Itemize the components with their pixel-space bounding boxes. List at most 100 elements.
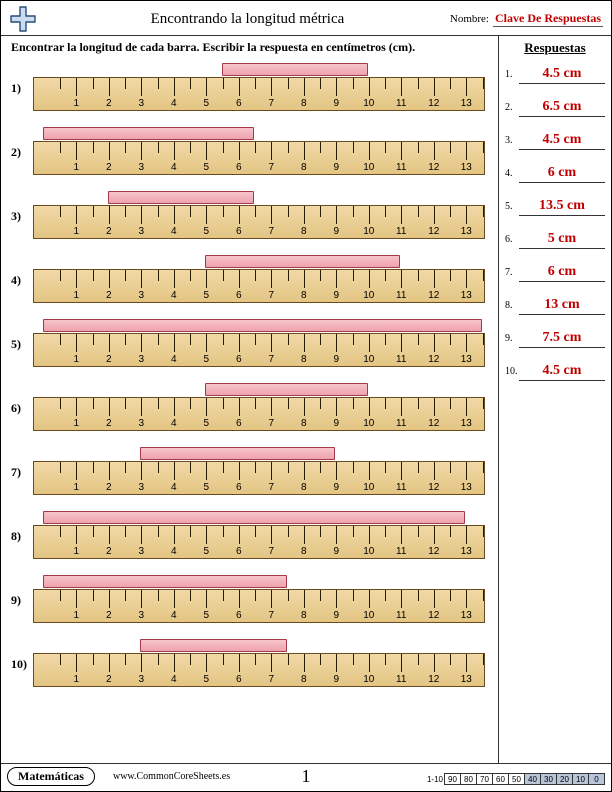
ruler-tick-label: 2: [106, 482, 112, 493]
ruler-tick: [369, 78, 370, 96]
ruler-tick-label: 10: [363, 546, 374, 557]
ruler-tick: [483, 590, 484, 601]
page-number: 1: [302, 766, 311, 787]
ruler-tick-label: 12: [428, 162, 439, 173]
answer-row: 5.13.5 cm: [505, 198, 605, 216]
footer: Matemáticas www.CommonCoreSheets.es 1 1-…: [1, 763, 611, 789]
ruler-tick-label: 9: [333, 610, 339, 621]
ruler-tick: [353, 526, 354, 537]
ruler-tick: [418, 590, 419, 601]
ruler-tick: [483, 526, 484, 537]
header: Encontrando la longitud métrica Nombre: …: [1, 1, 611, 36]
ruler-tick: [158, 590, 159, 601]
ruler-tick: [401, 206, 402, 224]
problem-number: 6): [11, 377, 33, 416]
ruler-tick-label: 5: [203, 162, 209, 173]
ruler-tick: [385, 526, 386, 537]
ruler-tick: [401, 270, 402, 288]
ruler-tick-label: 8: [301, 98, 307, 109]
ruler-tick: [320, 462, 321, 473]
ruler-tick: [271, 206, 272, 224]
ruler-tick: [320, 590, 321, 601]
answer-row: 9.7.5 cm: [505, 330, 605, 348]
ruler-wrap: 12345678910111213: [33, 185, 485, 243]
ruler: 12345678910111213: [33, 653, 485, 687]
score-range-label: 1-10: [427, 775, 443, 784]
ruler-tick-label: 9: [333, 482, 339, 493]
ruler-tick-label: 9: [333, 418, 339, 429]
ruler-tick-label: 7: [268, 418, 274, 429]
ruler-tick: [206, 398, 207, 416]
ruler-tick-label: 6: [236, 354, 242, 365]
ruler-tick: [60, 334, 61, 345]
ruler-tick-label: 3: [138, 98, 144, 109]
ruler-tick: [320, 654, 321, 665]
problem-row: 3)12345678910111213: [11, 185, 492, 243]
ruler-tick: [239, 142, 240, 160]
ruler-tick: [369, 462, 370, 480]
ruler-tick: [158, 142, 159, 153]
ruler-tick: [109, 78, 110, 96]
ruler-tick-label: 4: [171, 482, 177, 493]
page: Encontrando la longitud métrica Nombre: …: [1, 1, 611, 791]
ruler-tick-label: 1: [73, 290, 79, 301]
ruler-tick: [353, 654, 354, 665]
ruler-tick: [320, 334, 321, 345]
measure-bar: [205, 255, 400, 268]
ruler-wrap: 12345678910111213: [33, 441, 485, 499]
answers-title: Respuestas: [505, 40, 605, 56]
ruler-tick: [125, 206, 126, 217]
measure-bar: [140, 639, 286, 652]
ruler-tick: [320, 398, 321, 409]
ruler-tick: [385, 270, 386, 281]
ruler-tick-label: 11: [396, 290, 406, 301]
ruler-ticks: 12345678910111213: [34, 590, 484, 622]
ruler-tick-label: 5: [203, 226, 209, 237]
ruler-tick: [353, 206, 354, 217]
ruler-tick-label: 8: [301, 546, 307, 557]
ruler-tick: [353, 270, 354, 281]
ruler-tick-label: 2: [106, 674, 112, 685]
ruler-tick: [158, 462, 159, 473]
ruler-tick: [418, 206, 419, 217]
ruler-tick: [304, 654, 305, 672]
ruler-ticks: 12345678910111213: [34, 142, 484, 174]
ruler-tick-label: 1: [73, 226, 79, 237]
ruler-tick: [271, 398, 272, 416]
ruler-tick-label: 7: [268, 674, 274, 685]
ruler: 12345678910111213: [33, 525, 485, 559]
ruler-tick-label: 4: [171, 98, 177, 109]
ruler-wrap: 12345678910111213: [33, 569, 485, 627]
ruler-tick: [353, 142, 354, 153]
ruler-tick-label: 5: [203, 290, 209, 301]
ruler-ticks: 12345678910111213: [34, 334, 484, 366]
ruler-tick: [401, 334, 402, 352]
ruler-tick-label: 5: [203, 98, 209, 109]
ruler-tick: [109, 206, 110, 224]
ruler-tick: [483, 334, 484, 345]
ruler-tick: [434, 590, 435, 608]
ruler-wrap: 12345678910111213: [33, 377, 485, 435]
ruler-tick-label: 3: [138, 610, 144, 621]
ruler-tick-label: 6: [236, 674, 242, 685]
answers-sidebar: Respuestas 1.4.5 cm2.6.5 cm3.4.5 cm4.6 c…: [499, 36, 611, 764]
problem-row: 5)12345678910111213: [11, 313, 492, 371]
ruler-ticks: 12345678910111213: [34, 526, 484, 558]
ruler-tick: [174, 462, 175, 480]
ruler-tick: [125, 142, 126, 153]
ruler-tick: [125, 462, 126, 473]
ruler-tick-label: 4: [171, 546, 177, 557]
ruler-tick-label: 4: [171, 162, 177, 173]
ruler-tick-label: 9: [333, 674, 339, 685]
ruler-tick-label: 3: [138, 418, 144, 429]
problem-row: 6)12345678910111213: [11, 377, 492, 435]
ruler-tick: [206, 590, 207, 608]
ruler-tick: [304, 78, 305, 96]
ruler-tick: [271, 334, 272, 352]
ruler-ticks: 12345678910111213: [34, 398, 484, 430]
ruler-tick-label: 5: [203, 354, 209, 365]
score-cell: 40: [524, 773, 541, 785]
answer-number: 10.: [505, 366, 519, 377]
ruler-tick: [385, 654, 386, 665]
ruler-tick-label: 2: [106, 162, 112, 173]
